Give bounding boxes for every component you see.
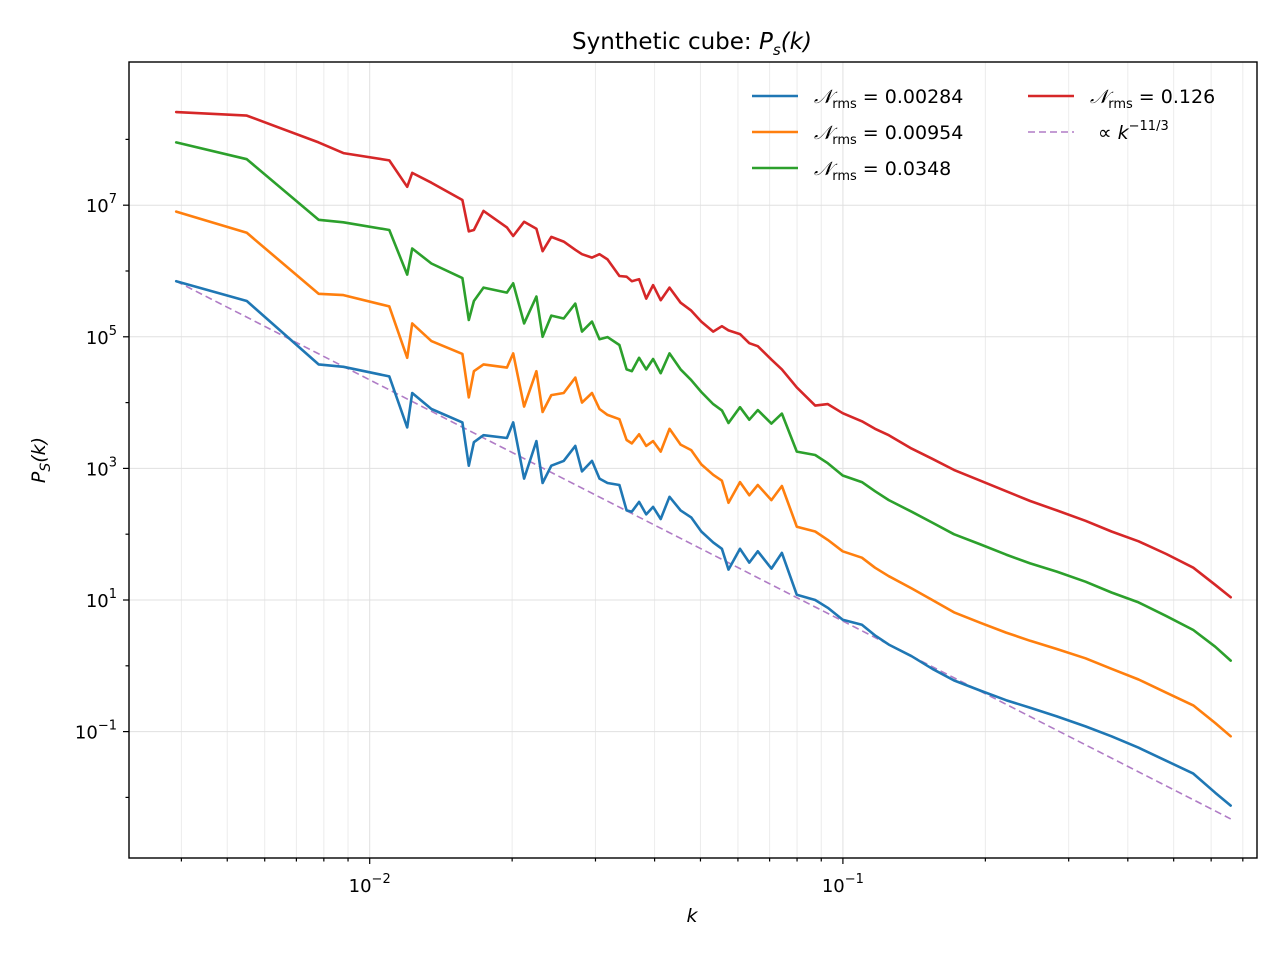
grid-lines [129, 62, 1257, 858]
series-line-2 [174, 210, 1232, 738]
series-line-3 [174, 141, 1232, 662]
series-line-1 [174, 279, 1232, 807]
legend-label-3: 𝒩rms = 0.0348 [814, 158, 951, 184]
y-tick-label: 101 [86, 587, 117, 612]
series-layer [174, 110, 1232, 820]
chart-title: Synthetic cube: Ps(k) [572, 29, 812, 59]
y-tick-label: 105 [86, 324, 117, 349]
legend: 𝒩rms = 0.00284 𝒩rms = 0.00954 𝒩rms = 0.034… [752, 86, 1215, 184]
plot-frame [128, 61, 1258, 859]
y-tick-label: 107 [86, 192, 117, 217]
legend-label-reference: ∝ k−11/3 [1098, 119, 1169, 144]
y-tick-label: 10−1 [75, 719, 117, 744]
y-tick-label: 103 [86, 455, 117, 480]
legend-label-4: 𝒩rms = 0.126 [1090, 86, 1215, 112]
axis-ticks: 10−2 10−1 10−1 101 103 105 107 [75, 138, 1244, 897]
x-tick-label: 10−1 [822, 872, 864, 897]
legend-label-2: 𝒩rms = 0.00954 [814, 122, 963, 148]
series-line-4 [174, 110, 1232, 599]
legend-label-1: 𝒩rms = 0.00284 [814, 86, 963, 112]
x-tick-label: 10−2 [349, 872, 391, 897]
x-axis-label: k [686, 905, 698, 927]
y-axis-label: PS(k) [28, 437, 54, 483]
